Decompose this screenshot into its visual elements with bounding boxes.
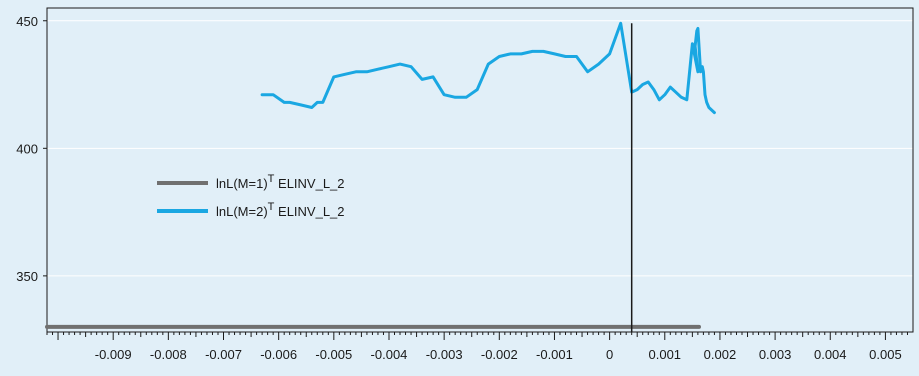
legend: lnL(M=1)T ELINV_L_2 lnL(M=2)T ELINV_L_2 (157, 173, 345, 219)
y-tick-label: 350 (16, 269, 38, 284)
y-tick-label: 400 (16, 141, 38, 156)
x-tick-label: -0.004 (371, 347, 408, 362)
x-tick-label: -0.006 (260, 347, 297, 362)
x-tick-label: 0.005 (869, 347, 902, 362)
grid-layer (47, 20, 913, 277)
x-tick-label: 0.004 (814, 347, 847, 362)
x-tick-label: 0.003 (759, 347, 792, 362)
y-tick-label: 450 (16, 14, 38, 29)
x-tick-label: -0.008 (150, 347, 187, 362)
series-line-2 (260, 21, 716, 115)
x-tick-label: -0.001 (536, 347, 573, 362)
x-tick-label: 0.002 (704, 347, 737, 362)
x-tick-label: 0 (606, 347, 613, 362)
legend-label-1: lnL(M=1)T ELINV_L_2 (216, 173, 345, 191)
x-tick-label: -0.003 (426, 347, 463, 362)
x-tick-label: -0.002 (481, 347, 518, 362)
x-axis: -0.009 -0.008 -0.007 -0.006 -0.005 -0.004 -0.0… (46, 331, 913, 362)
x-tick-label: -0.007 (205, 347, 242, 362)
x-tick-label: 0.001 (649, 347, 682, 362)
x-tick-label: -0.009 (95, 347, 132, 362)
series-layer (45, 21, 716, 332)
y-axis: 350 400 450 (16, 14, 47, 284)
x-tick-label: -0.005 (315, 347, 352, 362)
legend-label-2: lnL(M=2)T ELINV_L_2 (216, 201, 345, 219)
